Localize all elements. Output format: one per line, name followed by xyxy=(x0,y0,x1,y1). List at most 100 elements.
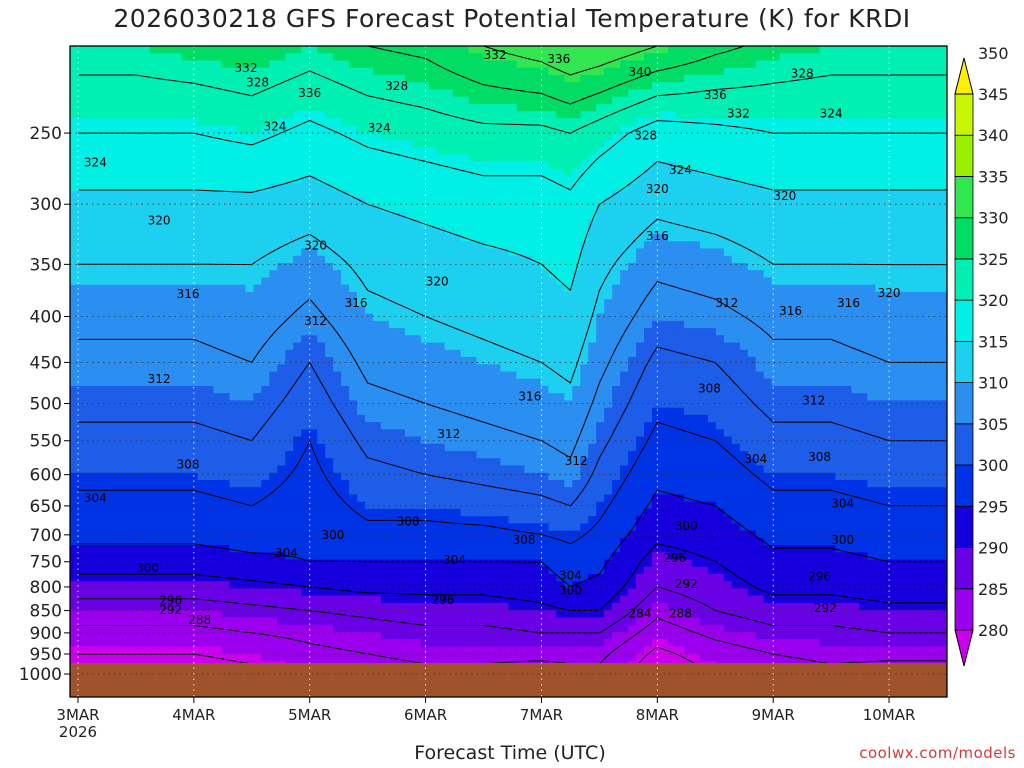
field-cell xyxy=(325,241,334,250)
field-cell xyxy=(548,255,557,264)
field-cell xyxy=(811,147,821,156)
field-cell xyxy=(277,176,286,184)
field-cell xyxy=(723,299,733,307)
field-cell xyxy=(221,190,231,199)
field-cell xyxy=(795,161,805,170)
field-cell xyxy=(484,335,494,344)
field-cell xyxy=(197,154,207,163)
field-cell xyxy=(628,255,637,264)
field-cell xyxy=(612,270,621,278)
field-cell xyxy=(404,299,414,307)
field-cell xyxy=(205,306,215,315)
field-cell xyxy=(253,241,262,250)
field-cell xyxy=(835,320,844,329)
field-cell xyxy=(923,342,932,351)
field-cell xyxy=(213,291,223,300)
field-cell xyxy=(572,111,581,119)
field-cell xyxy=(333,67,342,76)
field-cell xyxy=(109,147,119,156)
field-cell xyxy=(261,306,270,315)
field-cell xyxy=(500,111,510,119)
field-cell xyxy=(349,313,358,322)
field-cell xyxy=(380,60,390,69)
field-cell xyxy=(181,270,191,278)
field-cell xyxy=(540,111,549,119)
credit-text: coolwx.com/models xyxy=(859,744,1016,762)
field-cell xyxy=(261,277,270,286)
field-cell xyxy=(221,277,231,286)
field-cell xyxy=(85,255,95,264)
field-cell xyxy=(412,248,422,257)
field-cell xyxy=(173,140,183,148)
field-cell xyxy=(221,103,231,112)
field-cell xyxy=(468,96,478,105)
field-cell xyxy=(540,132,549,141)
field-cell xyxy=(596,277,605,286)
field-cell xyxy=(492,169,502,177)
field-cell xyxy=(309,111,318,119)
field-cell xyxy=(301,197,310,206)
field-cell xyxy=(763,284,773,293)
field-cell xyxy=(373,118,382,127)
field-cell xyxy=(675,349,685,358)
field-cell xyxy=(109,248,119,257)
field-cell xyxy=(277,60,286,69)
field-cell xyxy=(460,263,470,271)
field-cell xyxy=(691,342,701,351)
field-cell xyxy=(652,96,661,105)
field-cell xyxy=(452,176,462,184)
field-cell xyxy=(787,270,797,278)
field-cell xyxy=(452,140,462,148)
field-cell xyxy=(660,226,669,235)
field-cell xyxy=(373,111,382,119)
field-cell xyxy=(428,183,438,192)
field-cell xyxy=(341,118,350,127)
field-cell xyxy=(261,328,270,336)
field-cell xyxy=(101,342,111,351)
field-cell xyxy=(285,67,294,76)
field-cell xyxy=(460,96,470,105)
field-cell xyxy=(78,349,87,358)
field-cell xyxy=(771,270,781,278)
field-cell xyxy=(699,190,709,199)
field-cell xyxy=(452,183,462,192)
field-cell xyxy=(899,284,908,293)
field-cell xyxy=(85,197,95,206)
field-cell xyxy=(237,125,246,134)
field-cell xyxy=(907,335,916,344)
field-cell xyxy=(349,371,358,380)
field-cell xyxy=(349,219,358,228)
field-cell xyxy=(189,118,199,127)
field-cell xyxy=(165,263,175,271)
field-cell xyxy=(500,67,510,76)
field-cell xyxy=(827,263,836,271)
field-cell xyxy=(500,263,510,271)
field-cell xyxy=(755,212,765,221)
field-cell xyxy=(221,241,231,250)
field-cell xyxy=(811,219,821,228)
field-cell xyxy=(349,277,358,286)
field-cell xyxy=(652,349,661,358)
field-cell xyxy=(835,226,844,235)
field-cell xyxy=(612,67,621,76)
field-cell xyxy=(109,364,119,373)
field-cell xyxy=(715,125,725,134)
field-cell xyxy=(293,234,302,242)
field-cell xyxy=(125,140,135,148)
field-cell xyxy=(388,67,398,76)
field-cell xyxy=(373,234,382,242)
field-cell xyxy=(125,53,135,61)
field-cell xyxy=(380,111,390,119)
field-cell xyxy=(117,74,127,83)
field-cell xyxy=(237,299,246,307)
field-cell xyxy=(197,169,207,177)
field-cell xyxy=(468,60,478,69)
field-cell xyxy=(923,357,932,365)
field-cell xyxy=(420,212,430,221)
field-cell xyxy=(229,46,239,54)
field-cell xyxy=(731,335,741,344)
field-cell xyxy=(867,125,876,134)
field-cell xyxy=(93,60,103,69)
field-cell xyxy=(380,335,390,344)
field-cell xyxy=(157,219,167,228)
